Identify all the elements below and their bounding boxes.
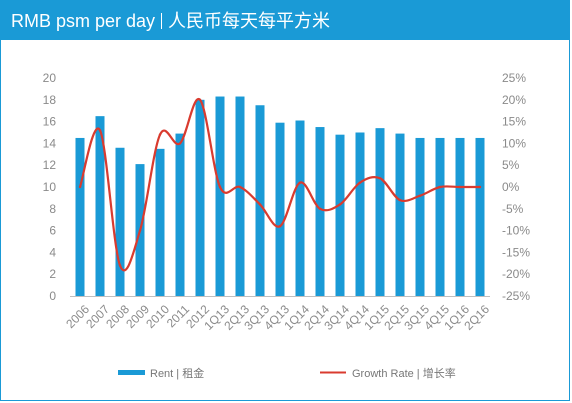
title-separator <box>161 13 163 29</box>
growth-rate-point <box>218 185 222 189</box>
left-tick-label: 8 <box>49 202 56 216</box>
right-tick-label: -10% <box>502 224 530 238</box>
title-main: RMB psm per day <box>11 11 156 31</box>
growth-rate-point <box>118 264 122 267</box>
growth-rate-point <box>178 142 182 145</box>
growth-rate-point <box>438 185 442 189</box>
rent-bar <box>395 133 405 296</box>
right-tick-label: 25% <box>502 71 526 85</box>
rent-bar <box>215 96 225 296</box>
rent-bar <box>155 148 165 296</box>
chart-title: RMB psm per day 人民币每天每平方米 <box>11 10 330 32</box>
rent-bar <box>175 133 185 296</box>
growth-rate-point <box>378 177 382 180</box>
growth-rate-point <box>198 98 202 102</box>
growth-rate-point <box>238 185 242 189</box>
rent-bar <box>255 105 265 296</box>
left-tick-label: 20 <box>43 71 57 85</box>
right-tick-label: 15% <box>502 115 526 129</box>
rent-bar <box>415 137 425 296</box>
right-tick-label: -20% <box>502 267 530 281</box>
rent-bar <box>335 134 345 296</box>
left-tick-label: 10 <box>43 180 57 194</box>
growth-rate-point <box>458 185 462 189</box>
rent-bar <box>95 116 105 297</box>
left-tick-label: 2 <box>49 267 56 281</box>
left-axis: 0 2 4 6 8 10 12 14 16 18 20 <box>43 71 57 303</box>
growth-rate-point <box>98 129 102 132</box>
growth-rate-point <box>78 185 82 189</box>
legend-growth-label: Growth Rate | 增长率 <box>352 366 456 380</box>
legend: Rent | 租金 Growth Rate | 增长率 <box>118 366 456 380</box>
rent-bar <box>435 137 445 296</box>
rent-bar <box>235 96 245 296</box>
rent-bar <box>275 122 285 296</box>
growth-rate-point <box>158 133 162 136</box>
growth-rate-point <box>358 181 362 184</box>
growth-rate-point <box>418 194 422 197</box>
growth-rate-point <box>298 181 302 184</box>
left-tick-label: 14 <box>43 136 57 150</box>
rent-bars <box>75 96 485 297</box>
rent-bar <box>75 137 85 296</box>
growth-rate-point <box>478 185 482 189</box>
growth-rate-point <box>138 229 142 232</box>
right-tick-label: -15% <box>502 245 530 259</box>
growth-rate-line <box>78 98 481 272</box>
rent-bar <box>295 120 305 296</box>
right-tick-label: 10% <box>502 136 526 150</box>
title-bar: RMB psm per day 人民币每天每平方米 <box>1 1 569 40</box>
rent-bar <box>195 99 205 296</box>
growth-line-group <box>78 98 482 272</box>
legend-rent-swatch <box>118 370 145 375</box>
rent-bar <box>375 128 385 296</box>
x-axis: 20062007200820092010201120121Q132Q133Q13… <box>63 302 492 333</box>
growth-rate-point <box>258 203 262 206</box>
left-tick-label: 12 <box>43 158 57 172</box>
growth-rate-point <box>318 207 322 210</box>
rent-bar <box>315 127 325 296</box>
left-tick-label: 4 <box>49 245 56 259</box>
right-tick-label: 20% <box>502 93 526 107</box>
right-tick-label: -5% <box>502 202 524 216</box>
left-tick-label: 18 <box>43 93 57 107</box>
left-tick-label: 6 <box>49 224 56 238</box>
left-tick-label: 0 <box>49 289 56 303</box>
rent-bar <box>475 137 485 296</box>
right-axis: -25% -20% -15% -10% -5% 0% 5% 10% 15% 20% 25% <box>502 71 530 303</box>
growth-rate-point <box>338 203 342 206</box>
legend-rent-label: Rent | 租金 <box>150 366 204 380</box>
right-tick-label: 5% <box>502 158 520 172</box>
rent-bar <box>115 147 125 296</box>
title-sub: 人民币每天每平方米 <box>168 11 331 31</box>
rent-bar <box>355 132 365 296</box>
right-tick-label: -25% <box>502 289 530 303</box>
growth-rate-point <box>398 198 402 202</box>
right-tick-label: 0% <box>502 180 520 194</box>
rent-bar <box>455 137 465 296</box>
growth-rate-point <box>278 225 282 228</box>
left-tick-label: 16 <box>43 115 57 129</box>
